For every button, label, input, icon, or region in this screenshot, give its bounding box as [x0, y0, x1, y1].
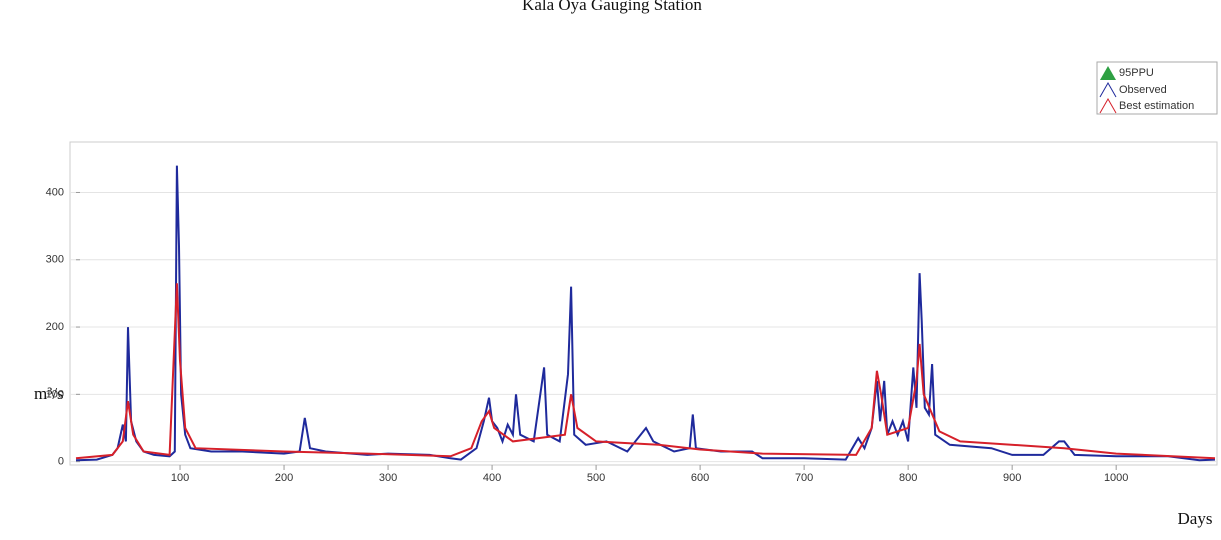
x-tick-label: 1000 — [1104, 472, 1128, 484]
y-tick-label: 300 — [46, 254, 64, 266]
series-line — [75, 283, 1216, 460]
x-axis-label: Days — [1178, 509, 1213, 528]
x-tick-label: 100 — [171, 472, 189, 484]
x-tick-label: 700 — [795, 472, 813, 484]
legend — [1096, 61, 1218, 115]
x-tick-label: 400 — [483, 472, 501, 484]
x-tick-label: 600 — [691, 472, 709, 484]
legend-label: 95PPU — [1119, 67, 1154, 79]
legend-label: Observed — [1119, 84, 1167, 96]
legend-marker — [1100, 66, 1116, 80]
legend-marker — [1099, 97, 1117, 114]
legend-label: Best estimation — [1119, 100, 1194, 112]
series-line — [75, 165, 1216, 462]
legend-marker — [1099, 81, 1117, 98]
legend-box — [1096, 61, 1218, 115]
x-tick-label: 900 — [1003, 472, 1021, 484]
y-tick-label: 0 — [58, 456, 64, 468]
x-tick-label: 300 — [379, 472, 397, 484]
y-tick-label: 400 — [46, 186, 64, 198]
y-tick-label: 200 — [46, 321, 64, 333]
chart-title: Kala Oya Gauging Station — [522, 0, 702, 14]
x-tick-label: 500 — [587, 472, 605, 484]
x-tick-label: 200 — [275, 472, 293, 484]
x-tick-label: 800 — [899, 472, 917, 484]
plot-frame — [69, 141, 1218, 466]
y-tick-label: 100 — [46, 388, 64, 400]
y-axis-label: m³/s — [34, 384, 64, 403]
